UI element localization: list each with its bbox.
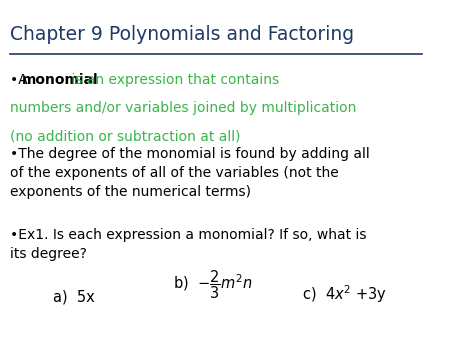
Text: Chapter 9 Polynomials and Factoring: Chapter 9 Polynomials and Factoring xyxy=(10,25,354,44)
Text: •Ex1. Is each expression a monomial? If so, what is
its degree?: •Ex1. Is each expression a monomial? If … xyxy=(10,228,366,261)
Text: monomial: monomial xyxy=(22,73,98,88)
Text: (no addition or subtraction at all): (no addition or subtraction at all) xyxy=(10,129,240,143)
Text: a)  5x: a) 5x xyxy=(53,290,94,305)
Text: b)  $-\dfrac{2}{3}m^2n$: b) $-\dfrac{2}{3}m^2n$ xyxy=(173,269,253,301)
Text: c)  $4x^2$ +3y: c) $4x^2$ +3y xyxy=(302,283,387,305)
Text: •The degree of the monomial is found by adding all
of the exponents of all of th: •The degree of the monomial is found by … xyxy=(10,147,370,199)
Text: numbers and/or variables joined by multiplication: numbers and/or variables joined by multi… xyxy=(10,101,356,115)
Text: •A: •A xyxy=(10,73,32,88)
Text: is an expression that contains: is an expression that contains xyxy=(67,73,279,88)
